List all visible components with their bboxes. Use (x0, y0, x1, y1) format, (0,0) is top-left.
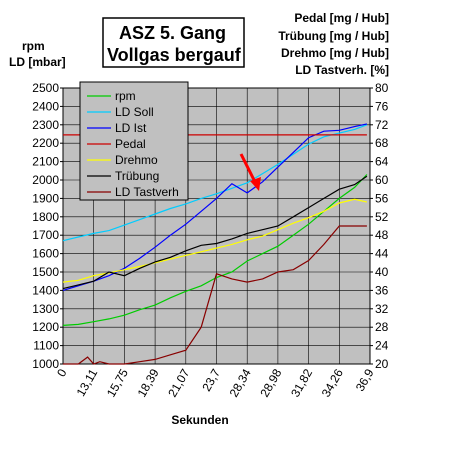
left-tick-label: 1000 (32, 357, 59, 371)
title-box (102, 17, 245, 68)
left-tick-label: 1800 (32, 210, 59, 224)
left-tick-label: 2100 (32, 155, 59, 169)
left-tick-label: 2400 (32, 99, 59, 113)
left-tick-label: 1700 (32, 228, 59, 242)
right-tick-label: 80 (375, 81, 389, 95)
right-axis-ticks: 20 24 28 32 36 40 44 48 52 56 60 64 68 72 76 80 (370, 81, 389, 371)
x-tick-label: 23,7 (199, 366, 223, 394)
x-tick-label: 36,9 (353, 366, 377, 394)
right-tick-label: 60 (375, 173, 389, 187)
legend-label: Trübung (115, 169, 159, 183)
series-line-ld-tastverh (63, 225, 367, 365)
right-tick-label: 44 (375, 247, 389, 261)
right-tick-label: 28 (375, 320, 389, 334)
series-lines (62, 123, 368, 365)
annotation-arrow (239, 153, 261, 191)
x-tick-label: 15,75 (104, 366, 131, 399)
right-tick-label: 20 (375, 357, 389, 371)
left-tick-label: 2200 (32, 136, 59, 150)
left-tick-label: 1100 (33, 339, 59, 353)
legend-label: LD Ist (115, 121, 147, 135)
left-tick-label: 1200 (32, 320, 59, 334)
legend-label: Pedal (115, 137, 146, 151)
series-line-rpm (62, 174, 368, 326)
right-tick-label: 52 (375, 210, 389, 224)
left-tick-label: 1500 (32, 265, 59, 279)
x-tick-label: 28,34 (227, 366, 254, 399)
right-tick-label: 76 (375, 99, 389, 113)
right-axis-label-line-3: Drehmo [mg / Hub] (281, 46, 389, 60)
chart-title-line-1: ASZ 5. Gang (119, 23, 226, 43)
series-line-drehmo (62, 198, 368, 283)
left-tick-label: 1900 (32, 191, 59, 205)
x-tick-label: 31,82 (288, 366, 315, 399)
legend-label: rpm (115, 89, 136, 103)
right-tick-label: 48 (375, 228, 389, 242)
left-tick-label: 1300 (32, 302, 59, 316)
left-tick-label: 1400 (32, 283, 59, 297)
right-tick-label: 40 (375, 265, 389, 279)
right-tick-label: 64 (375, 155, 389, 169)
left-axis-label-line-1: rpm (22, 39, 45, 53)
x-axis-ticks: 0 13,11 15,75 18,39 21,07 23,7 28,34 28,98 31,82… (54, 366, 377, 399)
right-tick-label: 36 (375, 283, 389, 297)
right-axis-label-line-2: Trübung [mg / Hub] (278, 29, 389, 43)
chart-title-line-2: Vollgas bergauf (107, 45, 242, 65)
legend-label: LD Tastverh (115, 185, 179, 199)
legend: rpm LD Soll LD Ist Pedal Drehmo Trübung LD Tas… (79, 81, 189, 201)
x-tick-label: 28,98 (257, 366, 284, 399)
right-tick-label: 24 (375, 339, 389, 353)
x-tick-label: 13,11 (74, 366, 101, 399)
x-tick-label: 18,39 (135, 366, 162, 399)
left-axis-label-line-2: LD [mbar] (9, 55, 66, 69)
left-tick-label: 2300 (32, 118, 59, 132)
x-tick-label: 21,07 (165, 366, 192, 399)
legend-label: LD Soll (115, 105, 154, 119)
right-tick-label: 68 (375, 136, 389, 150)
x-axis-label: Sekunden (171, 413, 228, 427)
right-tick-label: 72 (375, 118, 389, 132)
left-tick-label: 2500 (32, 81, 59, 95)
series-line-tr-bung (62, 175, 368, 290)
x-tick-label: 34,26 (319, 366, 346, 399)
right-tick-label: 32 (375, 302, 389, 316)
x-tick-label: 0 (54, 366, 70, 379)
left-tick-label: 2000 (32, 173, 59, 187)
right-axis-label-line-4: LD Tastverh. [%] (295, 63, 389, 77)
right-axis-label-line-1: Pedal [mg / Hub] (294, 11, 389, 25)
right-tick-label: 56 (375, 191, 389, 205)
legend-label: Drehmo (115, 153, 158, 167)
left-axis-ticks: 1000 1100 1200 1300 1400 1500 1600 1700 1800 1900… (32, 81, 63, 371)
left-tick-label: 1600 (32, 247, 59, 261)
series-line-ld-soll (62, 124, 368, 242)
